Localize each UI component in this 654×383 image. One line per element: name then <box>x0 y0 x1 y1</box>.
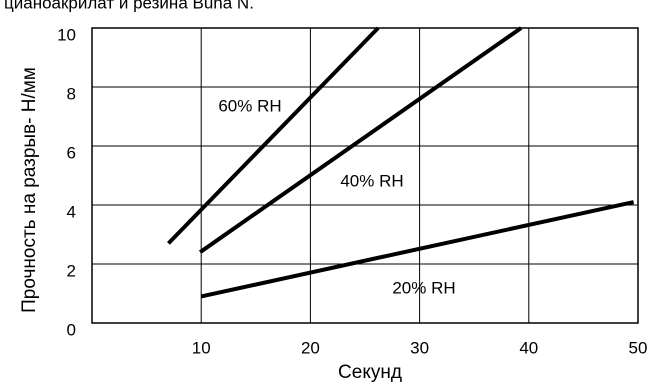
chart-title: цианоакрилат и резина Buna N. <box>4 0 254 12</box>
x-tick-label: 50 <box>629 338 648 357</box>
x-tick-label: 40 <box>519 338 538 357</box>
y-tick-label: 4 <box>67 202 76 221</box>
y-tick-label: 2 <box>67 261 76 280</box>
y-tick-label: 8 <box>67 84 76 103</box>
series-label: 40% RH <box>340 171 403 190</box>
series-label: 60% RH <box>218 96 281 115</box>
series-line <box>167 26 380 245</box>
x-tick-label: 30 <box>410 338 429 357</box>
series-label: 20% RH <box>392 278 455 297</box>
y-axis-label: Прочность на разрыв- Н/мм <box>19 67 40 313</box>
y-tick-label: 10 <box>57 25 76 44</box>
y-tick-label: 6 <box>67 143 76 162</box>
y-tick-label: 0 <box>67 320 76 339</box>
series-line <box>198 26 523 254</box>
x-tick-label: 20 <box>301 338 320 357</box>
x-tick-label: 10 <box>192 338 211 357</box>
series-line <box>200 200 635 299</box>
x-axis-label: Секунд <box>338 362 402 383</box>
